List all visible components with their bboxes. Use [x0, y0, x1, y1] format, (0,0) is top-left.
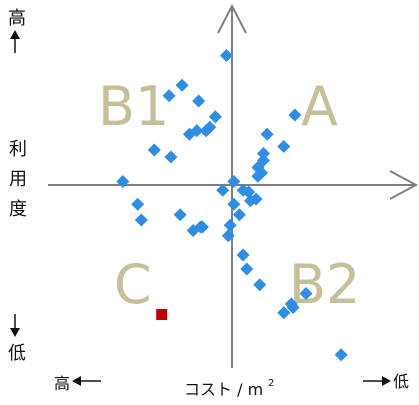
data-point — [277, 140, 291, 153]
y-label-char-1: 利 — [9, 139, 27, 160]
data-point — [173, 208, 187, 222]
x-low-arrow-head — [72, 376, 81, 386]
data-point — [216, 183, 230, 197]
quadrant-a-label: A — [301, 75, 338, 138]
quadrants: B1 A C B2 — [98, 75, 360, 316]
data-point — [260, 127, 274, 141]
y-high-arrow-head — [10, 30, 20, 39]
data-point — [227, 175, 241, 188]
y-low-label: 低 — [8, 343, 26, 364]
data-point — [255, 166, 269, 180]
data-point — [299, 287, 313, 300]
quadrant-b1-label: B1 — [98, 75, 169, 138]
data-point — [219, 49, 233, 62]
x-axis-title: コスト / m — [184, 380, 263, 399]
data-point — [288, 108, 302, 122]
y-high-label: 高 — [8, 8, 26, 29]
data-point — [244, 194, 257, 208]
data-point — [164, 150, 178, 164]
data-point — [186, 224, 200, 237]
data-point — [242, 185, 256, 199]
data-point — [192, 94, 206, 108]
quadrant-b2-label: B2 — [289, 253, 360, 316]
vertical-axis-arrowhead — [217, 3, 247, 34]
data-point — [190, 124, 204, 138]
data-point — [334, 348, 348, 362]
y-label-char-2: 用 — [9, 169, 27, 190]
data-point — [147, 143, 161, 157]
data-point — [162, 89, 176, 103]
data-point — [116, 175, 130, 188]
data-point — [221, 229, 235, 243]
x-axis-annotations: 高 コスト / m 2 低 — [54, 372, 409, 399]
x-low-label: 高 — [54, 374, 70, 393]
data-point — [232, 208, 246, 222]
y-label-char-3: 度 — [9, 199, 27, 220]
x-high-label: 低 — [393, 372, 409, 391]
y-low-arrow-head — [10, 328, 20, 337]
data-point — [277, 306, 291, 320]
data-point — [131, 197, 145, 211]
data-point — [223, 218, 237, 232]
data-point — [208, 110, 222, 124]
data-point — [286, 301, 300, 314]
data-point — [256, 147, 270, 160]
x-high-arrow-head — [382, 376, 391, 386]
data-point — [236, 248, 250, 262]
data-point — [175, 78, 189, 92]
data-point — [253, 278, 267, 292]
horizontal-axis-arrowhead — [389, 170, 419, 200]
quadrant-c-label: C — [114, 253, 152, 316]
data-point — [240, 262, 254, 276]
data-point — [199, 124, 213, 138]
points — [116, 49, 348, 362]
data-point — [134, 213, 148, 227]
data-point — [227, 197, 241, 211]
axes — [48, 3, 419, 368]
x-axis-title-superscript: 2 — [268, 378, 274, 389]
highlight-point — [156, 309, 168, 320]
y-axis-annotations: 高 利 用 度 低 — [8, 8, 27, 364]
